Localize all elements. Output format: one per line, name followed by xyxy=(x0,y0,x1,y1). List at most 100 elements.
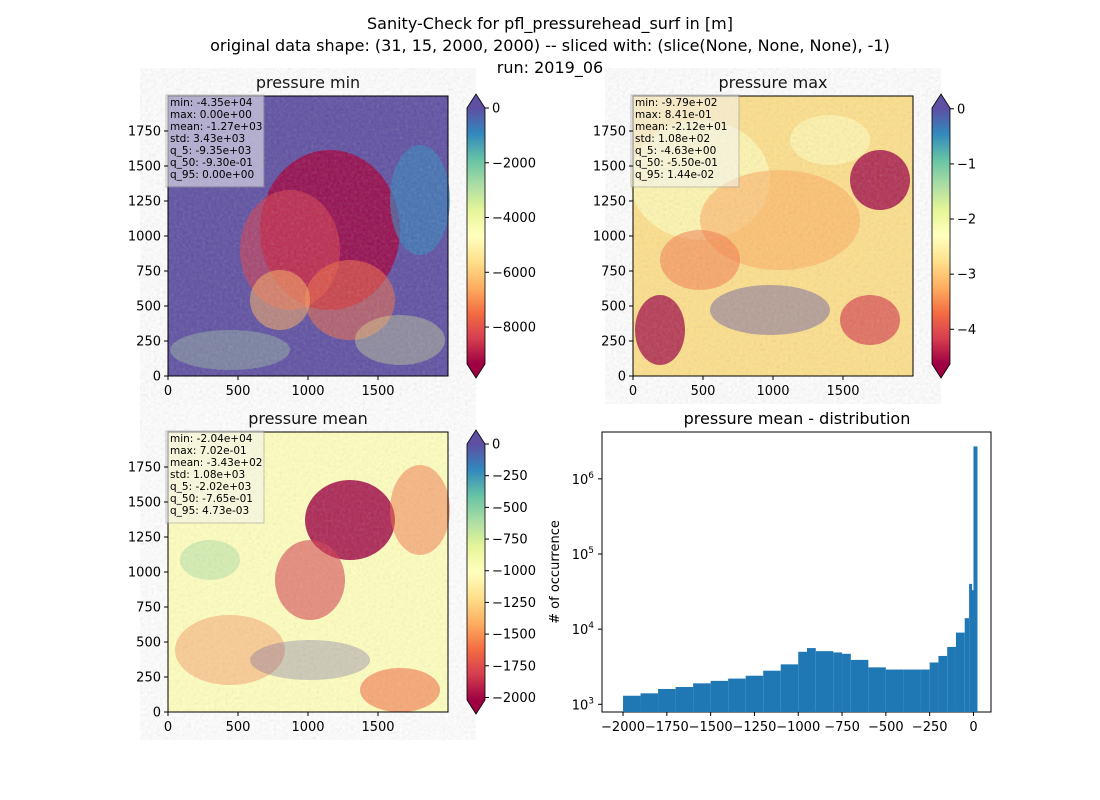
stat-line: max: 7.02e-01 xyxy=(170,445,247,457)
panel-title: pressure mean xyxy=(248,409,368,428)
stat-line: std: 1.08e+02 xyxy=(635,133,710,145)
colorbar-tick-label: 0 xyxy=(957,102,965,117)
stat-line: min: -9.79e+02 xyxy=(635,97,717,109)
histogram-bar xyxy=(745,675,764,712)
y-tick-exponent: 6 xyxy=(588,471,594,481)
colorbar-tick-label: −4000 xyxy=(492,211,536,226)
histogram-bar xyxy=(640,693,659,712)
y-tick-label: 105 xyxy=(572,546,594,563)
colorbar-tick-label: −1250 xyxy=(492,596,536,611)
y-tick-label: 1250 xyxy=(593,195,626,210)
stat-line: q_95: 1.44e-02 xyxy=(635,169,714,181)
x-tick-label: −1000 xyxy=(776,720,820,735)
histogram-bar xyxy=(885,669,904,712)
y-tick-label: 1500 xyxy=(128,160,161,175)
stat-line: q_50: -9.30e-01 xyxy=(170,157,253,169)
y-tick-label: 0 xyxy=(153,370,161,385)
y-tick-label: 106 xyxy=(572,471,595,488)
colorbar-tick-label: −2000 xyxy=(492,691,536,706)
stat-line: mean: -3.43e+02 xyxy=(170,457,262,469)
x-tick-label: −1250 xyxy=(732,720,776,735)
x-tick-label: 0 xyxy=(969,720,977,735)
stat-line: q_5: -9.35e+03 xyxy=(170,145,251,157)
y-tick-base: 10 xyxy=(572,548,589,563)
stat-line: q_50: -7.65e-01 xyxy=(170,493,253,505)
histogram-bar xyxy=(964,618,970,712)
colorbar-tick-label: −3 xyxy=(957,268,976,283)
stat-line: max: 8.41e-01 xyxy=(635,109,712,121)
panel-title: pressure max xyxy=(718,73,827,92)
y-tick-base: 10 xyxy=(572,698,589,713)
colorbar-tick-label: −1500 xyxy=(492,628,536,643)
y-tick-base: 10 xyxy=(572,473,589,488)
colorbar-tick-label: −4 xyxy=(957,323,976,338)
colorbar-tick-label: −1750 xyxy=(492,659,536,674)
stat-line: q_50: -5.50e-01 xyxy=(635,157,718,169)
suptitle-line-3: run: 2019_06 xyxy=(497,58,603,78)
y-tick-label: 1000 xyxy=(128,566,161,581)
x-tick-label: 1500 xyxy=(361,720,394,735)
histogram-bar xyxy=(815,651,834,712)
histogram-bar xyxy=(947,646,956,712)
y-tick-label: 250 xyxy=(136,671,161,686)
colorbar-tick-label: −1000 xyxy=(492,564,536,579)
panel-title: pressure min xyxy=(256,73,360,92)
y-tick-label: 0 xyxy=(153,706,161,721)
histogram-bar xyxy=(971,590,975,712)
colorbar-tick-label: −750 xyxy=(492,533,528,548)
stats-box xyxy=(165,430,265,524)
x-tick-label: 1000 xyxy=(291,720,324,735)
stat-line: max: 0.00e+00 xyxy=(170,109,252,121)
colorbar xyxy=(466,429,486,715)
x-tick-label: 1500 xyxy=(361,384,394,399)
x-tick-label: 500 xyxy=(691,384,716,399)
histogram-bar xyxy=(833,652,843,712)
x-tick-label: −250 xyxy=(912,720,948,735)
histogram-bar xyxy=(710,680,729,712)
stat-line: q_95: 0.00e+00 xyxy=(170,169,254,181)
x-tick-label: −2000 xyxy=(601,720,645,735)
colorbar-tick-label: −1 xyxy=(957,157,976,172)
histogram-bar xyxy=(903,669,921,712)
y-tick-label: 1000 xyxy=(593,230,626,245)
y-tick-label: 750 xyxy=(136,601,161,616)
suptitle-line-1: Sanity-Check for pfl_pressurehead_surf i… xyxy=(367,14,733,34)
x-tick-label: −750 xyxy=(824,720,860,735)
x-tick-label: 500 xyxy=(226,384,251,399)
y-tick-label: 0 xyxy=(618,370,626,385)
histogram-bar xyxy=(969,583,973,712)
hist-bars xyxy=(623,446,978,712)
colorbar-tick-label: −6000 xyxy=(492,266,536,281)
colorbar-tick-label: −2000 xyxy=(492,156,536,171)
colorbar-tick-label: −2 xyxy=(957,213,976,228)
colorbar xyxy=(466,93,486,379)
panel-title: pressure mean - distribution xyxy=(684,409,911,428)
y-tick-label: 1250 xyxy=(128,531,161,546)
x-tick-label: 1000 xyxy=(756,384,789,399)
stat-line: min: -4.35e+04 xyxy=(170,97,253,109)
y-tick-label: 1000 xyxy=(128,230,161,245)
y-tick-exponent: 5 xyxy=(588,546,594,556)
y-tick-base: 10 xyxy=(572,623,589,638)
stat-line: q_5: -2.02e+03 xyxy=(170,481,251,493)
colorbar-tick-label: 0 xyxy=(492,438,500,453)
stat-line: mean: -1.27e+03 xyxy=(170,121,262,133)
histogram-bar xyxy=(658,688,676,712)
y-tick-label: 1750 xyxy=(128,461,161,476)
y-tick-exponent: 3 xyxy=(588,696,594,706)
histogram-bar xyxy=(728,678,746,712)
y-tick-label: 500 xyxy=(601,300,626,315)
y-tick-label: 750 xyxy=(136,265,161,280)
colorbar-tick-label: 0 xyxy=(492,102,500,117)
x-tick-label: 500 xyxy=(226,720,251,735)
stat-line: mean: -2.12e+01 xyxy=(635,121,727,133)
x-tick-label: −500 xyxy=(868,720,904,735)
histogram-bar xyxy=(955,632,965,712)
x-tick-label: 1000 xyxy=(291,384,324,399)
x-tick-label: 1500 xyxy=(826,384,859,399)
histogram-bar xyxy=(868,667,886,712)
